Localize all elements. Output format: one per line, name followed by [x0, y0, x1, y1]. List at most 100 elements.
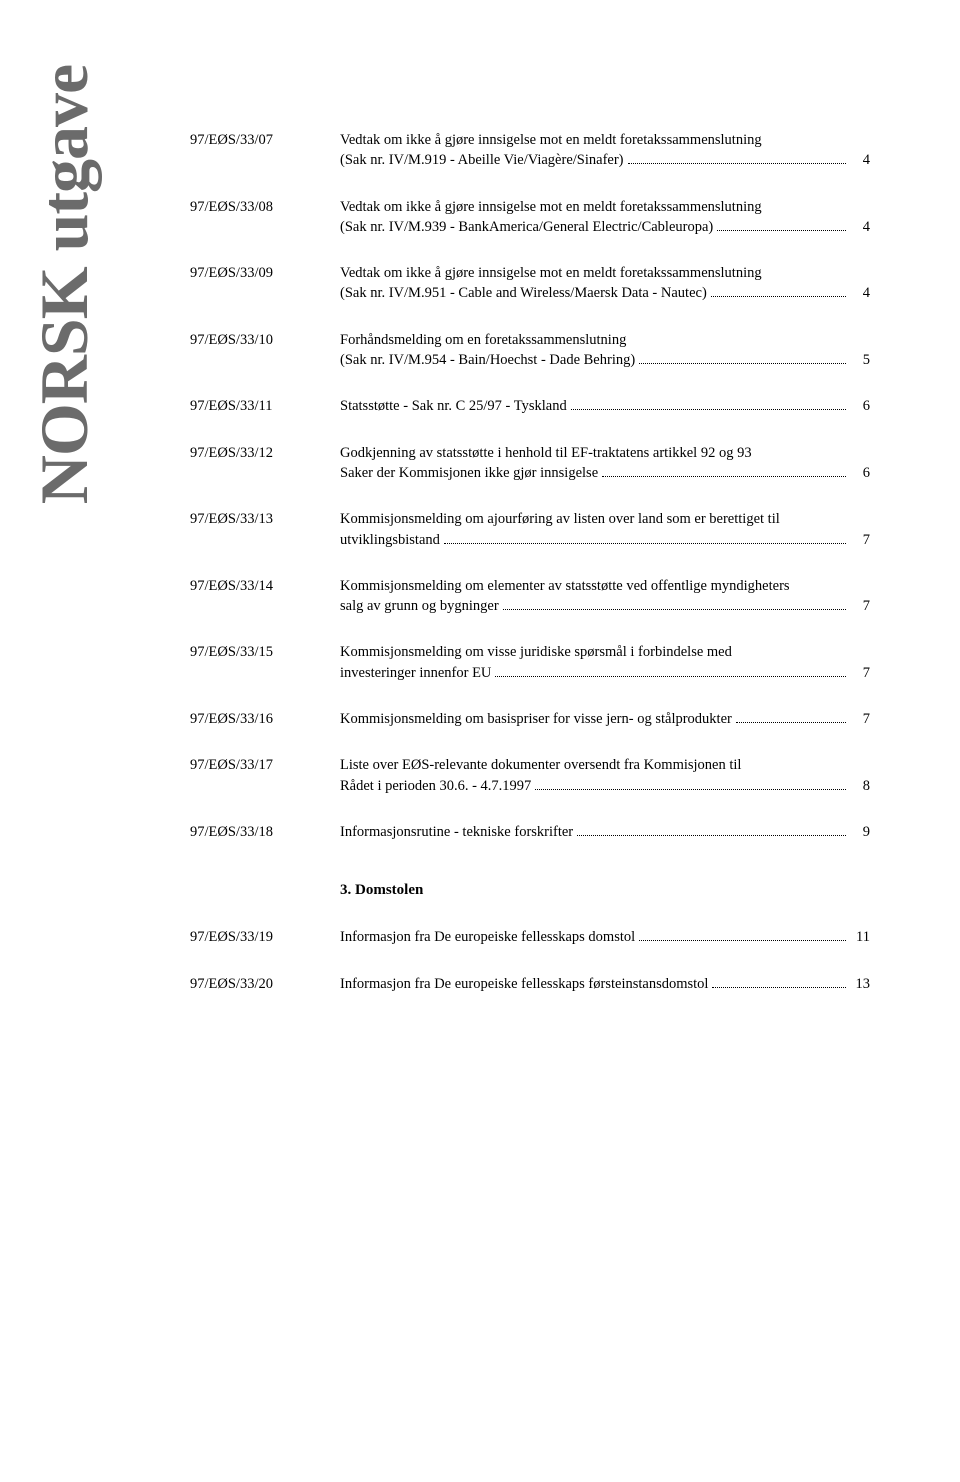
toc-page-number: 4 — [850, 150, 870, 170]
toc-row: 97/EØS/33/14Kommisjonsmelding om element… — [190, 576, 870, 617]
toc-leader-dots — [639, 940, 846, 941]
toc-body: Kommisjonsmelding om visse juridiske spø… — [340, 642, 870, 683]
toc-last-text: Statsstøtte - Sak nr. C 25/97 - Tyskland — [340, 396, 567, 416]
side-label: NORSK utgave — [25, 65, 104, 504]
toc-leader-dots — [628, 163, 847, 164]
toc-row: 97/EØS/33/11Statsstøtte - Sak nr. C 25/9… — [190, 396, 870, 416]
toc-page-number: 6 — [850, 396, 870, 416]
toc-row: 97/EØS/33/09Vedtak om ikke å gjøre innsi… — [190, 263, 870, 304]
toc-last-text: (Sak nr. IV/M.919 - Abeille Vie/Viagère/… — [340, 150, 624, 170]
toc-row: 97/EØS/33/15Kommisjonsmelding om visse j… — [190, 642, 870, 683]
toc-leader-dots — [577, 835, 846, 836]
toc-leader-dots — [711, 296, 846, 297]
toc-last-text: Informasjon fra De europeiske fellesskap… — [340, 974, 708, 994]
toc-line: Vedtak om ikke å gjøre innsigelse mot en… — [340, 263, 870, 283]
toc-leader-dots — [444, 543, 846, 544]
toc-last-row: (Sak nr. IV/M.919 - Abeille Vie/Viagère/… — [340, 150, 870, 170]
toc-last-text: (Sak nr. IV/M.951 - Cable and Wireless/M… — [340, 283, 707, 303]
toc-leader-dots — [712, 987, 846, 988]
toc-body: Godkjenning av statsstøtte i henhold til… — [340, 443, 870, 484]
toc-last-row: investeringer innenfor EU 7 — [340, 663, 870, 683]
toc-row: 97/EØS/33/07Vedtak om ikke å gjøre innsi… — [190, 130, 870, 171]
toc-leader-dots — [495, 676, 846, 677]
toc-code: 97/EØS/33/13 — [190, 509, 340, 529]
toc-leader-dots — [602, 476, 846, 477]
toc-code: 97/EØS/33/18 — [190, 822, 340, 842]
toc-row: 97/EØS/33/12Godkjenning av statsstøtte i… — [190, 443, 870, 484]
toc-row: 97/EØS/33/08Vedtak om ikke å gjøre innsi… — [190, 197, 870, 238]
toc-code: 97/EØS/33/15 — [190, 642, 340, 662]
toc-body: Informasjon fra De europeiske fellesskap… — [340, 974, 870, 994]
toc-last-row: Informasjonsrutine - tekniske forskrifte… — [340, 822, 870, 842]
toc-last-text: investeringer innenfor EU — [340, 663, 491, 683]
toc-body: Vedtak om ikke å gjøre innsigelse mot en… — [340, 197, 870, 238]
toc-code: 97/EØS/33/20 — [190, 974, 340, 994]
toc-body: Forhåndsmelding om en foretakssammenslut… — [340, 330, 870, 371]
toc-code: 97/EØS/33/17 — [190, 755, 340, 775]
document-page: NORSK utgave 97/EØS/33/07Vedtak om ikke … — [0, 0, 960, 1482]
toc-last-text: Informasjonsrutine - tekniske forskrifte… — [340, 822, 573, 842]
toc-last-text: Saker der Kommisjonen ikke gjør innsigel… — [340, 463, 598, 483]
toc-content: 97/EØS/33/07Vedtak om ikke å gjøre innsi… — [190, 130, 870, 1020]
toc-code: 97/EØS/33/19 — [190, 927, 340, 947]
toc-code: 97/EØS/33/14 — [190, 576, 340, 596]
toc-last-row: (Sak nr. IV/M.954 - Bain/Hoechst - Dade … — [340, 350, 870, 370]
toc-page-number: 13 — [850, 974, 870, 994]
toc-code: 97/EØS/33/10 — [190, 330, 340, 350]
toc-page-number: 7 — [850, 596, 870, 616]
toc-line: Liste over EØS-relevante dokumenter over… — [340, 755, 870, 775]
toc-line: Kommisjonsmelding om elementer av statss… — [340, 576, 870, 596]
toc-code: 97/EØS/33/11 — [190, 396, 340, 416]
toc-page-number: 6 — [850, 463, 870, 483]
toc-leader-dots — [736, 722, 846, 723]
toc-leader-dots — [503, 609, 846, 610]
toc-leader-dots — [717, 230, 846, 231]
toc-last-row: Statsstøtte - Sak nr. C 25/97 - Tyskland… — [340, 396, 870, 416]
toc-last-row: Rådet i perioden 30.6. - 4.7.1997 8 — [340, 776, 870, 796]
toc-code: 97/EØS/33/12 — [190, 443, 340, 463]
toc-last-row: (Sak nr. IV/M.939 - BankAmerica/General … — [340, 217, 870, 237]
toc-last-text: (Sak nr. IV/M.939 - BankAmerica/General … — [340, 217, 713, 237]
toc-line: Kommisjonsmelding om ajourføring av list… — [340, 509, 870, 529]
toc-row: 97/EØS/33/10Forhåndsmelding om en foreta… — [190, 330, 870, 371]
toc-code: 97/EØS/33/08 — [190, 197, 340, 217]
toc-page-number: 5 — [850, 350, 870, 370]
toc-body: Informasjonsrutine - tekniske forskrifte… — [340, 822, 870, 842]
toc-page-number: 4 — [850, 217, 870, 237]
toc-last-row: utviklingsbistand7 — [340, 530, 870, 550]
toc-line: Kommisjonsmelding om visse juridiske spø… — [340, 642, 870, 662]
toc-last-text: Kommisjonsmelding om basispriser for vis… — [340, 709, 732, 729]
toc-last-text: Rådet i perioden 30.6. - 4.7.1997 — [340, 776, 531, 796]
toc-last-row: (Sak nr. IV/M.951 - Cable and Wireless/M… — [340, 283, 870, 303]
toc-body: Kommisjonsmelding om basispriser for vis… — [340, 709, 870, 729]
toc-body: Kommisjonsmelding om elementer av statss… — [340, 576, 870, 617]
toc-last-row: Informasjon fra De europeiske fellesskap… — [340, 927, 870, 947]
toc-page-number: 9 — [850, 822, 870, 842]
toc-line: Vedtak om ikke å gjøre innsigelse mot en… — [340, 197, 870, 217]
toc-page-number: 4 — [850, 283, 870, 303]
section-header: 3. Domstolen — [340, 882, 870, 899]
toc-last-row: Informasjon fra De europeiske fellesskap… — [340, 974, 870, 994]
toc-last-text: (Sak nr. IV/M.954 - Bain/Hoechst - Dade … — [340, 350, 635, 370]
toc-body: Vedtak om ikke å gjøre innsigelse mot en… — [340, 263, 870, 304]
toc-code: 97/EØS/33/09 — [190, 263, 340, 283]
toc-line: Vedtak om ikke å gjøre innsigelse mot en… — [340, 130, 870, 150]
toc-last-row: Kommisjonsmelding om basispriser for vis… — [340, 709, 870, 729]
toc-page-number: 7 — [850, 663, 870, 683]
toc-last-row: Saker der Kommisjonen ikke gjør innsigel… — [340, 463, 870, 483]
toc-line: Godkjenning av statsstøtte i henhold til… — [340, 443, 870, 463]
toc-body: Vedtak om ikke å gjøre innsigelse mot en… — [340, 130, 870, 171]
toc-leader-dots — [535, 789, 846, 790]
toc-code: 97/EØS/33/16 — [190, 709, 340, 729]
toc-row: 97/EØS/33/17Liste over EØS-relevante dok… — [190, 755, 870, 796]
toc-page-number: 8 — [850, 776, 870, 796]
toc-row: 97/EØS/33/20Informasjon fra De europeisk… — [190, 974, 870, 994]
toc-line: Forhåndsmelding om en foretakssammenslut… — [340, 330, 870, 350]
toc-row: 97/EØS/33/18Informasjonsrutine - teknisk… — [190, 822, 870, 842]
toc-last-text: salg av grunn og bygninger — [340, 596, 499, 616]
toc-body: Kommisjonsmelding om ajourføring av list… — [340, 509, 870, 550]
toc-page-number: 7 — [850, 530, 870, 550]
toc-row: 97/EØS/33/16Kommisjonsmelding om basispr… — [190, 709, 870, 729]
toc-last-text: Informasjon fra De europeiske fellesskap… — [340, 927, 635, 947]
toc-code: 97/EØS/33/07 — [190, 130, 340, 150]
